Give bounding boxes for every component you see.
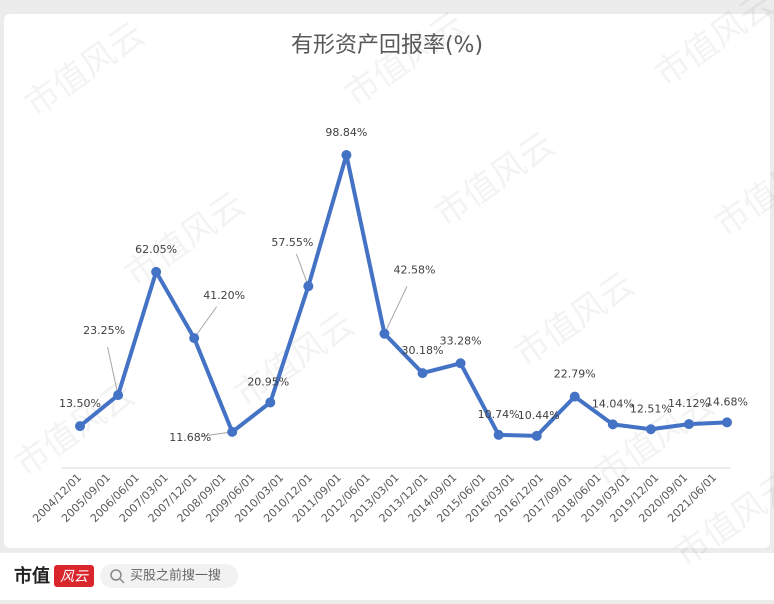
point — [607, 419, 618, 430]
point — [341, 150, 352, 160]
point — [722, 417, 732, 428]
point — [493, 429, 504, 440]
data-label: 13.50% — [59, 397, 101, 410]
point — [265, 397, 276, 408]
data-label: 62.05% — [135, 243, 177, 256]
leader-line — [295, 253, 309, 287]
data-label: 12.51% — [630, 402, 672, 415]
data-label: 14.04% — [592, 397, 634, 410]
search-box[interactable] — [100, 564, 238, 588]
data-label: 14.12% — [668, 397, 710, 410]
search-icon — [110, 569, 122, 581]
data-label: 20.95% — [247, 375, 289, 388]
point — [455, 358, 466, 369]
point — [569, 391, 580, 402]
leader-line — [107, 347, 119, 396]
leader-line — [384, 286, 408, 334]
data-label: 33.28% — [440, 334, 482, 347]
chart-title: 有形资产回报率(%) — [291, 33, 483, 58]
point — [379, 328, 390, 339]
leader-line — [200, 431, 233, 437]
chart-card — [4, 14, 770, 548]
data-label: 57.55% — [271, 236, 313, 249]
data-label: 10.74% — [478, 408, 520, 421]
point — [531, 430, 542, 441]
point — [227, 426, 238, 437]
line — [78, 153, 728, 438]
data-label: 42.58% — [393, 264, 435, 277]
point — [683, 419, 694, 430]
data-label: 23.25% — [83, 324, 125, 337]
data-label: 14.68% — [706, 395, 748, 408]
data-label: 11.68% — [169, 431, 211, 444]
point — [75, 421, 85, 432]
data-label: 10.44% — [518, 409, 560, 422]
search-icon-handle — [119, 578, 125, 584]
brand: 市值 — [14, 565, 50, 587]
point — [113, 390, 124, 401]
point — [151, 266, 162, 277]
leader-line — [193, 306, 218, 339]
data-label: 22.79% — [554, 368, 596, 381]
point — [417, 368, 428, 379]
brand-badge: 风云 — [60, 569, 89, 585]
point — [303, 281, 314, 292]
point — [645, 424, 656, 435]
point — [189, 333, 200, 344]
data-label: 30.18% — [402, 344, 444, 357]
data-label: 98.84% — [325, 126, 367, 139]
brand-badge-bg — [54, 565, 94, 587]
search-placeholder[interactable]: 买股之前搜一搜 — [130, 568, 221, 584]
data-label: 41.20% — [203, 289, 245, 302]
